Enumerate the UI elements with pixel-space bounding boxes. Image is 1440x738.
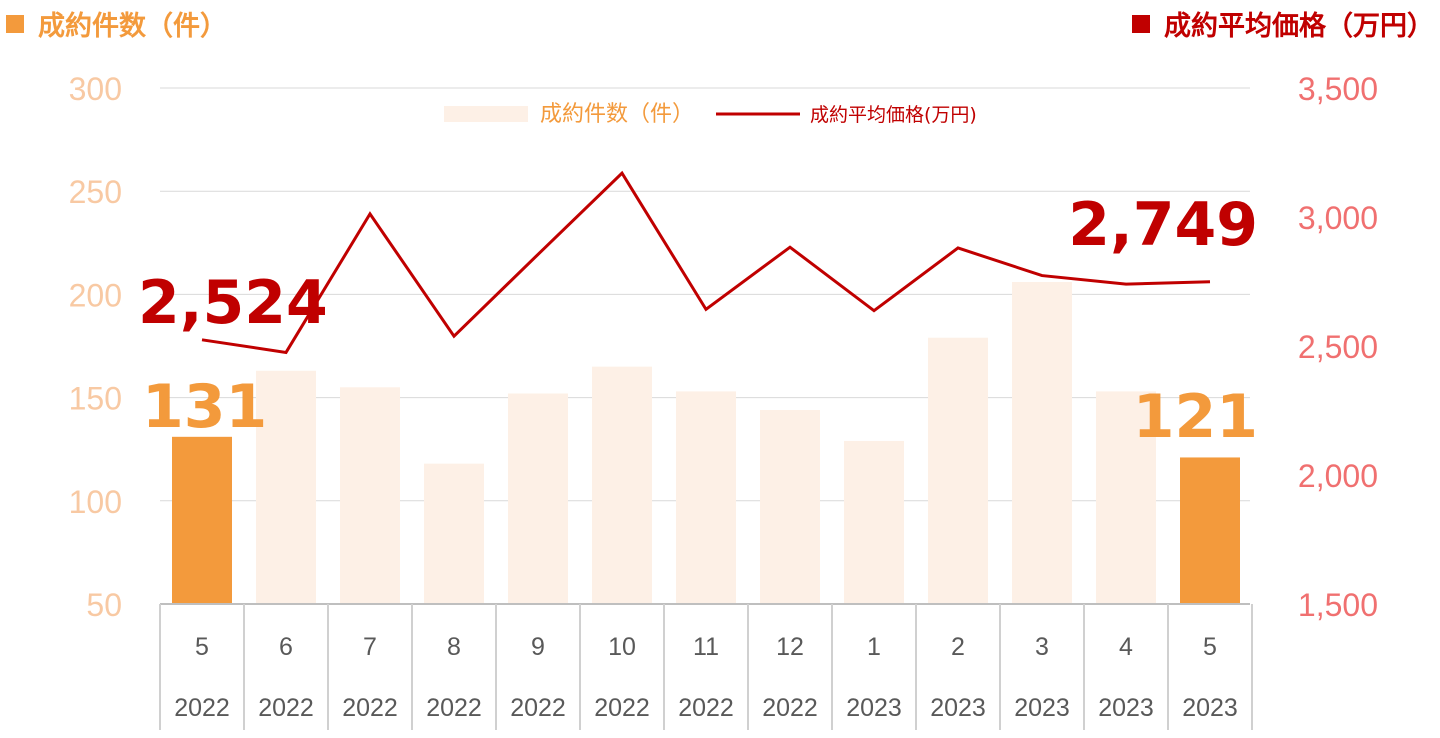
price-first-callout: 2,524 bbox=[138, 268, 328, 338]
bar bbox=[1096, 391, 1156, 604]
left-axis-tick-label: 50 bbox=[86, 587, 122, 623]
year-tick-label: 2022 bbox=[762, 694, 818, 722]
year-tick-label: 2023 bbox=[1098, 694, 1154, 722]
left-axis-tick-label: 150 bbox=[69, 381, 122, 417]
bar bbox=[424, 463, 484, 604]
price-line bbox=[201, 170, 1211, 355]
legend-bar-label: 成約件数（件） bbox=[540, 102, 694, 127]
left-axis-tick-label: 250 bbox=[69, 174, 122, 210]
bar bbox=[340, 387, 400, 604]
month-tick-label: 6 bbox=[279, 633, 293, 661]
bar bbox=[508, 393, 568, 604]
price-last-callout: 2,749 bbox=[1068, 190, 1258, 260]
year-tick-label: 2023 bbox=[846, 694, 902, 722]
year-tick-label: 2022 bbox=[426, 694, 482, 722]
right-axis-header-label: 成約平均価格（万円） bbox=[1164, 11, 1434, 42]
year-tick-label: 2022 bbox=[342, 694, 398, 722]
left-axis-tick-label: 200 bbox=[69, 277, 122, 313]
line-series-swatch-icon bbox=[1132, 14, 1150, 33]
bar bbox=[844, 440, 904, 604]
bar bbox=[256, 370, 316, 604]
bar bbox=[172, 436, 232, 604]
year-tick-label: 2022 bbox=[258, 694, 314, 722]
left-axis-header-label: 成約件数（件） bbox=[38, 11, 227, 42]
count-last-callout: 121 bbox=[1133, 382, 1258, 452]
bar bbox=[928, 337, 988, 604]
month-tick-label: 9 bbox=[531, 633, 545, 661]
legend-line-label: 成約平均価格(万円) bbox=[810, 104, 977, 126]
bar bbox=[760, 409, 820, 604]
year-tick-label: 2023 bbox=[930, 694, 986, 722]
bar-series-swatch-icon bbox=[6, 14, 24, 33]
right-axis-tick-label: 1,500 bbox=[1298, 587, 1378, 623]
bar bbox=[1180, 457, 1240, 604]
month-tick-label: 8 bbox=[447, 633, 461, 661]
bar bbox=[676, 391, 736, 604]
bar bbox=[592, 366, 652, 604]
month-tick-label: 4 bbox=[1119, 633, 1133, 661]
year-tick-label: 2023 bbox=[1014, 694, 1070, 722]
right-axis-tick-label: 3,500 bbox=[1298, 71, 1378, 107]
year-tick-label: 2022 bbox=[594, 694, 650, 722]
month-tick-label: 12 bbox=[776, 633, 804, 661]
bar bbox=[1012, 282, 1072, 604]
left-axis-tick-label: 300 bbox=[69, 71, 122, 107]
year-tick-label: 2023 bbox=[1182, 694, 1238, 722]
month-tick-label: 7 bbox=[363, 633, 377, 661]
count-first-callout: 131 bbox=[142, 372, 267, 442]
legend-bar-swatch bbox=[444, 106, 528, 122]
month-tick-label: 11 bbox=[693, 633, 719, 661]
left-axis-tick-label: 100 bbox=[69, 484, 122, 520]
month-tick-label: 10 bbox=[608, 633, 636, 661]
left-axis-header: 成約件数（件） bbox=[6, 4, 227, 43]
right-axis-header: 成約平均価格（万円） bbox=[1132, 4, 1434, 43]
year-tick-label: 2022 bbox=[174, 694, 230, 722]
month-tick-label: 3 bbox=[1035, 633, 1049, 661]
month-tick-label: 5 bbox=[1203, 633, 1217, 661]
month-tick-label: 2 bbox=[951, 633, 965, 661]
right-axis-tick-label: 2,500 bbox=[1298, 329, 1378, 365]
right-axis-tick-label: 3,000 bbox=[1298, 200, 1378, 236]
month-tick-label: 1 bbox=[867, 633, 881, 661]
year-tick-label: 2022 bbox=[678, 694, 734, 722]
year-tick-label: 2022 bbox=[510, 694, 566, 722]
right-axis-tick-label: 2,000 bbox=[1298, 458, 1378, 494]
month-tick-label: 5 bbox=[195, 633, 209, 661]
